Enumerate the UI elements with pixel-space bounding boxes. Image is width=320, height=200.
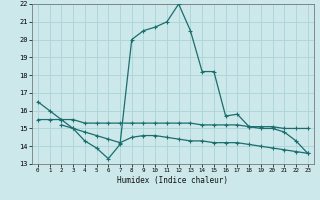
X-axis label: Humidex (Indice chaleur): Humidex (Indice chaleur) <box>117 176 228 185</box>
